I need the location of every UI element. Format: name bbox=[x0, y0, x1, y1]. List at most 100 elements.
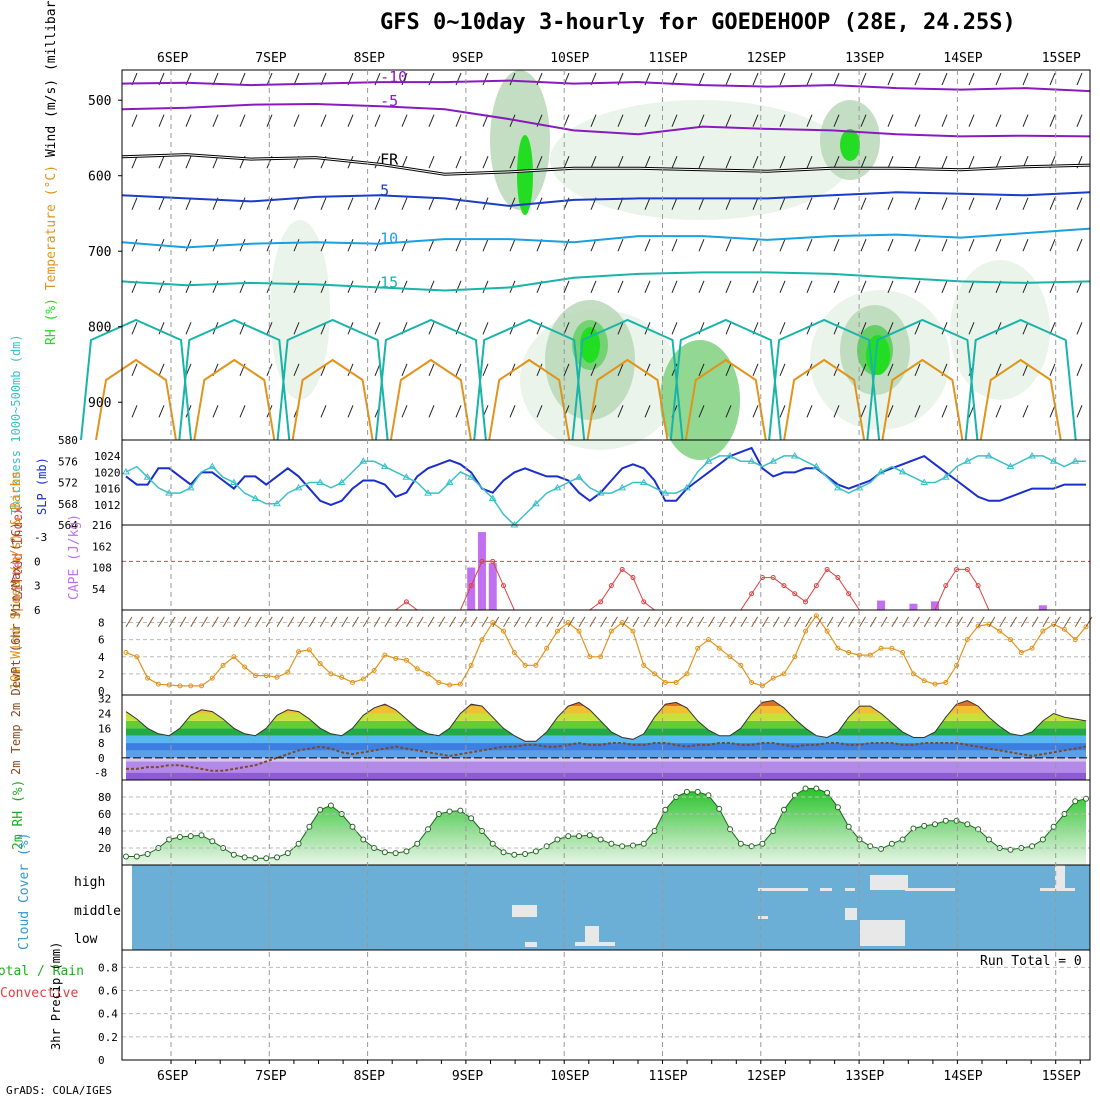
wind-barb bbox=[752, 197, 759, 210]
wind-barb bbox=[401, 155, 408, 169]
cape-tick-label: 216 bbox=[92, 519, 112, 532]
wind-speed-marker bbox=[889, 645, 895, 651]
wind-barb bbox=[590, 239, 597, 252]
wind-barb bbox=[945, 616, 953, 628]
rh-marker bbox=[381, 849, 388, 856]
date-label-top: 7SEP bbox=[255, 51, 286, 66]
wind-barb bbox=[697, 616, 705, 628]
rh-marker bbox=[252, 855, 259, 862]
wind-speed-marker bbox=[738, 662, 744, 668]
wind-barb bbox=[779, 155, 786, 169]
thickness-marker bbox=[294, 483, 303, 491]
precip-ylabel: 3hr Precip (mm) bbox=[49, 942, 63, 1050]
wind-barb bbox=[482, 363, 489, 377]
wind-barb bbox=[860, 239, 867, 252]
wind-barb bbox=[617, 363, 624, 377]
rh-marker bbox=[554, 836, 561, 843]
dewpoint-line bbox=[126, 741, 1087, 772]
rh-marker bbox=[985, 836, 992, 843]
wind-barb bbox=[664, 616, 672, 628]
cloud-block bbox=[870, 875, 908, 890]
thickness-marker bbox=[122, 467, 130, 475]
temp-tick-label: -8 bbox=[94, 767, 107, 780]
wind-barb bbox=[902, 616, 910, 628]
precip-total-annotation: Run Total = 0 bbox=[980, 954, 1082, 969]
wind-barb bbox=[968, 197, 975, 210]
wind-barb bbox=[509, 363, 516, 377]
temperature-contour bbox=[121, 79, 1091, 93]
wind-barb bbox=[158, 405, 165, 418]
temperature-contour-warm bbox=[571, 318, 684, 441]
wind-barb bbox=[833, 280, 840, 293]
wind-barb bbox=[671, 239, 678, 252]
wind-barb bbox=[644, 197, 651, 210]
wind-barb bbox=[201, 616, 208, 628]
wind-speed-marker bbox=[813, 613, 819, 619]
wind-barb bbox=[752, 114, 759, 127]
wind-barb bbox=[320, 197, 327, 210]
wind-barb bbox=[805, 616, 812, 628]
wind-speed-marker bbox=[306, 647, 312, 653]
wind-speed-marker bbox=[533, 662, 539, 668]
wind-barb bbox=[698, 72, 705, 86]
temperature-contour-warm bbox=[964, 318, 1077, 441]
cloud-block bbox=[758, 916, 768, 919]
wind-barb bbox=[837, 616, 845, 628]
wind-speed-marker bbox=[177, 683, 183, 689]
wind-speed-marker bbox=[479, 637, 485, 643]
li-tick-label: 6 bbox=[34, 604, 41, 617]
thickness-marker bbox=[165, 489, 174, 496]
wind-barb bbox=[860, 405, 867, 418]
wind-barb bbox=[1076, 405, 1083, 418]
wind-barb bbox=[779, 405, 786, 418]
ylabel-part: Temperature (°C) bbox=[44, 157, 59, 290]
wind-barb bbox=[1076, 280, 1083, 293]
thickness-marker bbox=[596, 489, 605, 496]
wind-barb bbox=[459, 616, 467, 628]
wind-barb bbox=[752, 155, 759, 169]
wind-barb bbox=[293, 280, 300, 293]
wind-barb bbox=[347, 363, 354, 377]
thickness-marker bbox=[941, 473, 950, 480]
wind-barb bbox=[590, 114, 597, 127]
wind-speed-marker bbox=[964, 637, 970, 643]
wind-barb bbox=[563, 280, 570, 293]
temperature-band bbox=[126, 772, 1086, 780]
rh-tick-label: 20 bbox=[98, 842, 111, 855]
cloud-block bbox=[845, 888, 855, 891]
wind-barb bbox=[1049, 72, 1056, 86]
wind-barb bbox=[860, 155, 867, 169]
date-label-top: 8SEP bbox=[354, 51, 385, 66]
wind-barb bbox=[1076, 197, 1083, 210]
rh-marker bbox=[1039, 836, 1046, 843]
thickness-marker bbox=[661, 489, 670, 496]
wind-speed-marker bbox=[608, 628, 614, 634]
thickness-tick-label: 564 bbox=[58, 519, 78, 532]
wind-barb bbox=[806, 239, 813, 252]
wind-speed-marker bbox=[285, 669, 291, 675]
slp-line bbox=[125, 446, 1086, 506]
wind-barb bbox=[320, 239, 327, 252]
li-marker bbox=[479, 558, 485, 564]
wind-barb bbox=[1074, 616, 1082, 628]
wind-barb bbox=[406, 616, 413, 628]
upper-air-ylabel: RH (%) Temperature (°C) Wind (m/s) (mill… bbox=[44, 0, 59, 345]
date-label-top: 11SEP bbox=[649, 51, 688, 66]
wind-speed-marker bbox=[781, 671, 787, 677]
wind-speed-marker bbox=[231, 654, 237, 660]
wind-barb bbox=[859, 616, 866, 628]
wind-barb bbox=[428, 114, 435, 127]
wind-speed-marker bbox=[425, 671, 431, 677]
date-label-bottom: 6SEP bbox=[157, 1069, 188, 1084]
rh-marker bbox=[532, 848, 539, 855]
wind-barb bbox=[968, 155, 975, 169]
wind-barb bbox=[158, 114, 165, 127]
li-marker bbox=[943, 583, 949, 589]
temperature-contour-warm bbox=[783, 358, 866, 441]
rh-marker bbox=[716, 805, 723, 812]
credit-text: GrADS: COLA/IGES bbox=[6, 1084, 112, 1097]
thickness-marker bbox=[726, 451, 734, 459]
wind-barb bbox=[941, 322, 948, 335]
rh-marker bbox=[597, 836, 604, 843]
